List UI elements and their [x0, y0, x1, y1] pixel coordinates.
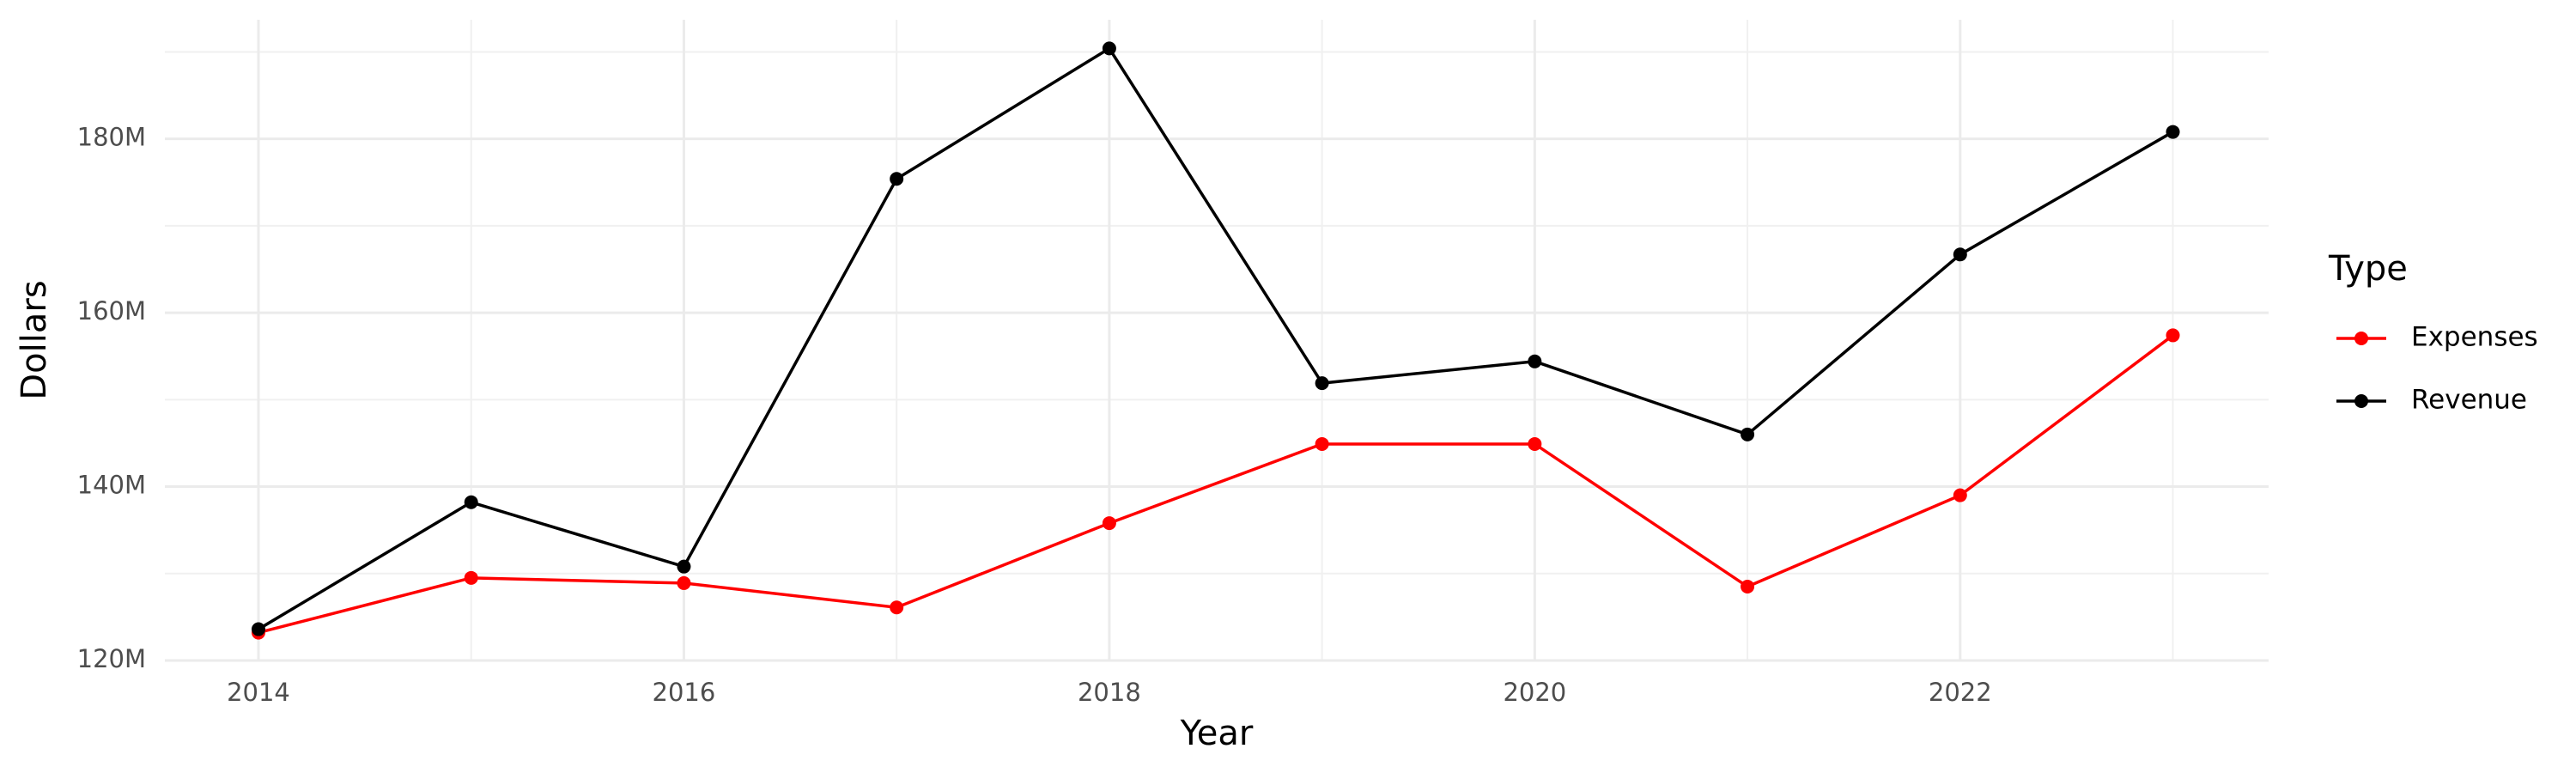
legend-label: Revenue [2411, 385, 2527, 416]
legend-label: Expenses [2411, 322, 2538, 353]
data-point [2166, 125, 2180, 139]
legend-marker [2354, 332, 2368, 345]
data-point [2166, 328, 2180, 343]
legend-title: Type [2328, 249, 2408, 289]
x-tick-label: 2018 [1078, 678, 1141, 707]
legend-marker [2354, 394, 2368, 408]
y-axis-title: Dollars [15, 280, 54, 399]
data-point [1741, 427, 1755, 441]
y-tick-label: 120M [77, 644, 146, 673]
data-point [1315, 436, 1329, 451]
data-point [1741, 579, 1755, 593]
data-point [1102, 516, 1116, 531]
x-tick-label: 2016 [653, 678, 716, 707]
data-point [677, 559, 691, 574]
data-point [677, 575, 691, 590]
y-tick-label: 140M [77, 471, 146, 500]
data-point [890, 600, 904, 615]
x-tick-label: 2020 [1503, 678, 1566, 707]
grid [165, 20, 2269, 662]
data-point [890, 172, 904, 186]
data-point [464, 570, 478, 585]
data-point [1953, 247, 1967, 262]
data-point [251, 622, 265, 636]
data-point [1102, 41, 1116, 56]
data-point [464, 495, 478, 509]
y-tick-label: 180M [77, 123, 146, 152]
x-tick-label: 2014 [227, 678, 290, 707]
data-point [1953, 488, 1967, 502]
data-point [1315, 376, 1329, 391]
data-point [1528, 354, 1542, 368]
series-line [258, 334, 2174, 635]
x-tick-label: 2022 [1929, 678, 1992, 707]
series-line [258, 46, 2174, 631]
y-tick-label: 160M [77, 296, 146, 326]
x-axis-title: Year [1180, 714, 1254, 753]
data-point [1528, 436, 1542, 451]
